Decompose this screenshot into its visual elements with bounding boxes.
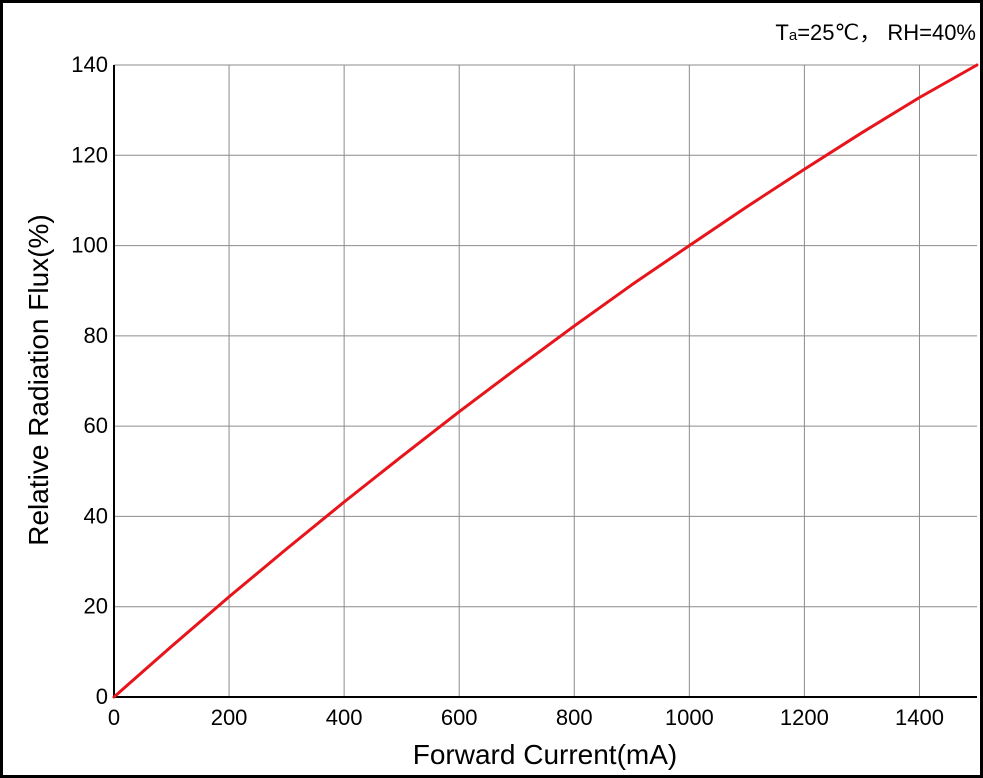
x-tick-label: 1000 <box>665 705 714 730</box>
x-tick-label: 0 <box>108 705 120 730</box>
x-tick-label: 800 <box>556 705 593 730</box>
series-line <box>112 63 979 699</box>
x-tick-label: 1200 <box>780 705 829 730</box>
y-tick-label: 60 <box>84 413 108 438</box>
y-tick-label: 120 <box>71 142 108 167</box>
axes <box>113 65 977 698</box>
y-tick-label: 0 <box>96 684 108 709</box>
x-tick-label: 600 <box>441 705 478 730</box>
x-axis-title: Forward Current(mA) <box>413 739 677 770</box>
conditions-label: Ta=25℃， RH=40% <box>775 20 976 45</box>
y-tick-label: 40 <box>84 503 108 528</box>
y-axis-title: Relative Radiation Flux(%) <box>23 214 54 545</box>
x-tick-label: 400 <box>326 705 363 730</box>
grid <box>114 64 977 697</box>
series-layer <box>112 63 979 699</box>
y-tick-label: 80 <box>84 323 108 348</box>
y-tick-label: 20 <box>84 594 108 619</box>
x-tick-label: 1400 <box>895 705 944 730</box>
x-tick-label: 200 <box>211 705 248 730</box>
tick-labels: 0 200 400 600 800 1000 1200 1400 0 20 40 60 80 100 120… <box>71 52 944 730</box>
y-tick-label: 100 <box>71 233 108 258</box>
y-tick-label: 140 <box>71 52 108 77</box>
